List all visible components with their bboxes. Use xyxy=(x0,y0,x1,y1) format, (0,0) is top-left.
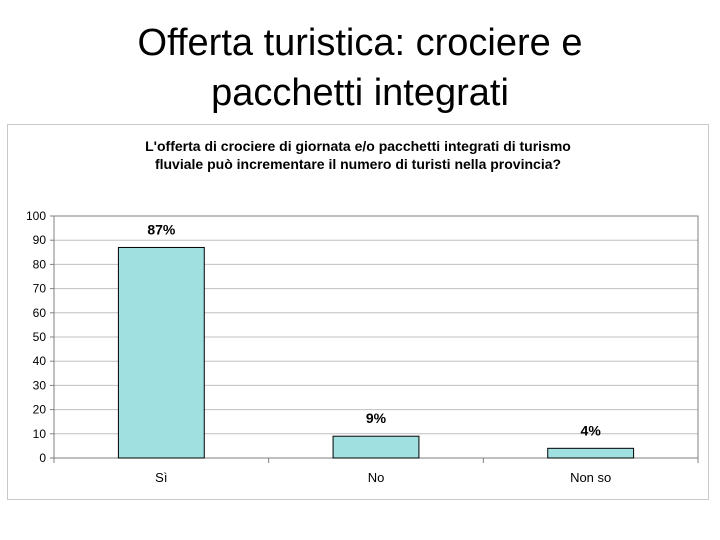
chart-title: L'offerta di crociere di giornata e/o pa… xyxy=(8,137,708,173)
y-tick-label: 10 xyxy=(33,427,47,441)
y-tick-label: 30 xyxy=(33,378,47,392)
slide-title-line1: Offerta turistica: crociere e xyxy=(137,22,583,64)
data-label: 87% xyxy=(147,221,176,237)
chart-title-line1: L'offerta di crociere di giornata e/o pa… xyxy=(145,138,571,154)
bar xyxy=(117,246,205,459)
y-tick-label: 80 xyxy=(33,257,47,271)
bar xyxy=(547,447,635,459)
y-tick-label: 50 xyxy=(33,330,47,344)
data-label: 9% xyxy=(366,410,387,426)
y-tick-label: 100 xyxy=(26,209,46,223)
bar xyxy=(332,435,420,459)
x-tick-label: Non so xyxy=(570,470,611,485)
x-tick-label: Sì xyxy=(155,470,167,485)
bar-chart: 0 10 20 30 40 50 60 70 80 90 100 87% Sì 9% No 4% Non so xyxy=(26,209,699,485)
slide-title: Offerta turistica: crociere e pacchetti … xyxy=(0,18,720,118)
slide-title-line2: pacchetti integrati xyxy=(211,72,509,114)
y-tick-label: 40 xyxy=(33,354,47,368)
data-label: 4% xyxy=(581,422,602,438)
y-tick-label: 20 xyxy=(33,403,47,417)
y-tick-label: 0 xyxy=(39,451,46,465)
y-tick-label: 60 xyxy=(33,306,47,320)
chart-title-line2: fluviale può incrementare il numero di t… xyxy=(154,156,562,172)
y-tick-label: 90 xyxy=(33,233,47,247)
chart-frame: L'offerta di crociere di giornata e/o pa… xyxy=(7,124,709,500)
x-tick-label: No xyxy=(368,470,385,485)
y-tick-label: 70 xyxy=(33,282,47,296)
